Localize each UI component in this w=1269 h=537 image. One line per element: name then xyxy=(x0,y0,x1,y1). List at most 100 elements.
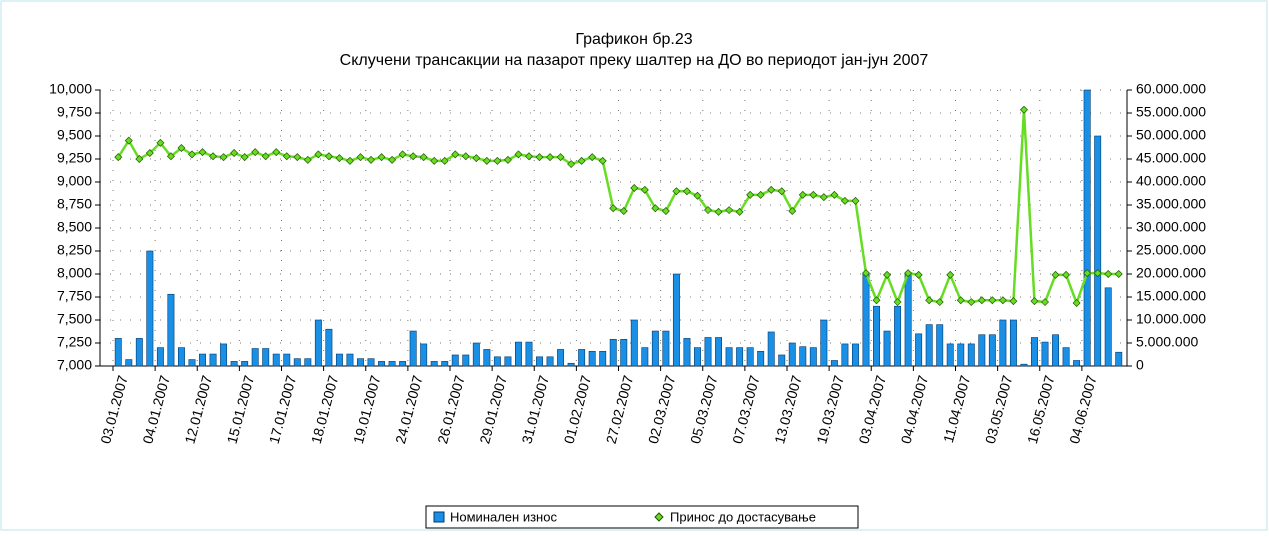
marker xyxy=(282,152,291,161)
marker xyxy=(1019,105,1028,114)
chart-subtitle: Склучени трансакции на пазарот преку шал… xyxy=(340,52,929,69)
marker xyxy=(535,153,544,162)
marker xyxy=(577,156,586,165)
bar xyxy=(241,361,249,367)
bar xyxy=(135,338,143,367)
bar xyxy=(715,337,723,367)
marker xyxy=(240,153,249,162)
bar xyxy=(493,356,501,367)
marker xyxy=(503,155,512,164)
bar xyxy=(462,354,470,367)
bar xyxy=(672,273,680,367)
marker xyxy=(1009,297,1018,306)
bar xyxy=(567,362,575,367)
y2-tick-label: 10.000.000 xyxy=(1136,311,1206,327)
marker xyxy=(609,204,618,213)
bar xyxy=(862,273,870,367)
bar xyxy=(472,342,480,367)
bar xyxy=(156,347,164,367)
marker xyxy=(251,148,260,157)
marker xyxy=(524,152,533,161)
marker xyxy=(145,149,154,158)
marker xyxy=(219,153,228,162)
marker xyxy=(672,187,681,196)
marker xyxy=(588,153,597,162)
y-tick-label: 9,500 xyxy=(57,127,92,143)
marker xyxy=(619,206,628,215)
bar xyxy=(957,343,965,367)
bar xyxy=(378,361,386,367)
bar xyxy=(641,347,649,367)
marker xyxy=(598,156,607,165)
bar xyxy=(220,343,228,367)
bar xyxy=(357,358,364,367)
bar xyxy=(420,343,428,367)
y2-tick-label: 15.000.000 xyxy=(1136,288,1206,304)
marker xyxy=(388,155,397,164)
marker xyxy=(335,154,344,163)
marker xyxy=(714,207,723,216)
marker xyxy=(777,187,786,196)
bar xyxy=(1052,334,1060,367)
bar xyxy=(883,330,891,367)
marker xyxy=(514,150,523,159)
marker xyxy=(1072,298,1081,307)
bar xyxy=(620,339,628,367)
marker xyxy=(293,153,302,162)
bar xyxy=(230,361,238,367)
bar xyxy=(483,349,491,367)
marker xyxy=(1041,298,1050,307)
marker xyxy=(314,150,323,159)
y-tick-label: 8,000 xyxy=(57,265,92,281)
marker xyxy=(230,149,239,158)
bar xyxy=(1020,363,1028,367)
bar xyxy=(809,347,817,367)
bar xyxy=(536,356,543,367)
bar xyxy=(578,349,586,367)
marker xyxy=(187,150,196,159)
marker xyxy=(935,298,944,307)
bar xyxy=(630,319,638,367)
marker xyxy=(1114,270,1123,278)
bar xyxy=(272,353,280,367)
marker xyxy=(451,150,460,159)
bar xyxy=(788,342,796,367)
marker xyxy=(798,190,807,199)
legend-label: Номинален износ xyxy=(450,509,557,524)
bar xyxy=(683,338,691,367)
marker xyxy=(704,206,713,215)
marker xyxy=(746,190,755,199)
marker xyxy=(956,296,965,305)
bar xyxy=(367,358,375,367)
marker xyxy=(1051,270,1060,279)
bar xyxy=(1062,347,1070,367)
bar xyxy=(304,358,312,367)
bar xyxy=(1094,135,1102,367)
y2-tick-label: 5.000.000 xyxy=(1136,334,1198,350)
bar xyxy=(725,347,733,367)
bar xyxy=(167,293,175,367)
y2-tick-label: 30.000.000 xyxy=(1136,219,1206,235)
bar xyxy=(946,343,954,367)
bar xyxy=(1041,341,1049,367)
bar xyxy=(736,347,744,367)
y2-tick-label: 55.000.000 xyxy=(1136,104,1206,120)
marker xyxy=(409,152,418,161)
marker xyxy=(124,136,133,145)
bar xyxy=(925,324,933,367)
marker xyxy=(883,270,892,279)
bar xyxy=(525,341,533,367)
bar xyxy=(1104,287,1112,367)
bar xyxy=(262,348,270,367)
marker xyxy=(851,196,860,205)
bar xyxy=(841,343,849,367)
bar xyxy=(399,361,407,367)
y2-tick-label: 45.000.000 xyxy=(1136,150,1206,166)
marker xyxy=(377,153,386,162)
bar xyxy=(662,330,670,367)
marker xyxy=(1062,270,1071,279)
marker xyxy=(166,152,175,161)
bar xyxy=(967,343,975,367)
marker xyxy=(840,196,849,205)
